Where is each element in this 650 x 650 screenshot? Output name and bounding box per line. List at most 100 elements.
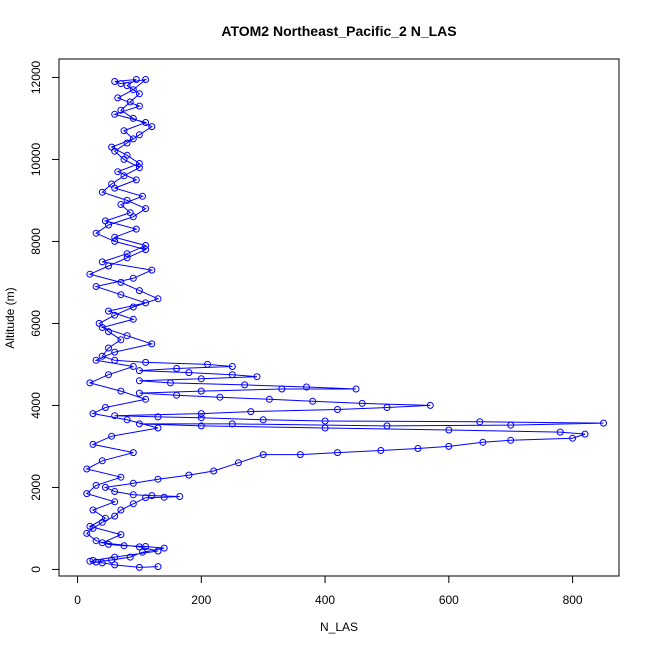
data-point xyxy=(123,332,131,340)
data-point xyxy=(142,242,150,249)
data-point xyxy=(142,395,150,403)
data-point xyxy=(111,78,119,85)
data-point xyxy=(117,291,125,299)
data-point xyxy=(303,383,310,391)
data-point xyxy=(358,399,366,407)
y-tick-label: 4000 xyxy=(29,392,43,419)
data-point xyxy=(383,404,391,411)
data-point xyxy=(426,401,434,409)
y-tick-label: 8000 xyxy=(29,228,43,255)
data-point xyxy=(135,563,143,571)
data-point xyxy=(135,377,143,385)
data-point xyxy=(105,307,112,315)
data-point xyxy=(117,106,125,114)
data-point xyxy=(86,379,94,387)
data-point xyxy=(259,451,267,459)
data-point xyxy=(89,410,97,418)
data-point xyxy=(98,258,106,266)
data-point xyxy=(321,417,329,425)
x-axis-label: N_LAS xyxy=(320,620,358,634)
data-point xyxy=(148,340,156,348)
data-point xyxy=(101,217,109,225)
data-point xyxy=(111,488,119,495)
x-tick-label: 600 xyxy=(439,593,459,607)
data-point xyxy=(111,512,119,520)
data-point xyxy=(414,445,422,452)
data-point xyxy=(309,397,317,405)
data-point xyxy=(556,428,564,436)
data-point xyxy=(111,184,119,192)
data-point xyxy=(135,367,143,375)
data-point xyxy=(445,442,453,450)
data-point xyxy=(117,278,125,286)
data-point xyxy=(210,467,218,475)
data-point xyxy=(296,451,304,459)
data-point xyxy=(148,123,156,131)
data-point xyxy=(135,160,143,167)
data-point xyxy=(117,387,125,395)
data-point xyxy=(114,168,122,176)
data-point xyxy=(148,492,156,500)
data-point xyxy=(135,131,143,139)
data-point xyxy=(132,176,140,184)
data-point xyxy=(111,412,119,420)
data-point xyxy=(383,422,391,430)
data-point xyxy=(129,303,137,311)
data-point xyxy=(154,424,162,432)
data-point xyxy=(92,229,100,237)
data-point xyxy=(117,80,125,88)
data-point xyxy=(197,387,205,395)
data-point xyxy=(142,299,150,307)
data-point xyxy=(569,434,577,442)
data-point xyxy=(89,556,97,564)
data-point xyxy=(83,490,91,498)
data-point xyxy=(117,506,125,514)
data-point xyxy=(86,270,94,278)
y-tick-label: 2000 xyxy=(29,474,43,501)
data-point xyxy=(129,114,137,122)
data-point xyxy=(111,233,119,241)
data-point xyxy=(228,420,236,428)
data-point xyxy=(265,395,273,403)
data-point xyxy=(142,119,150,126)
data-point xyxy=(135,389,143,397)
data-point xyxy=(83,529,91,537)
data-point xyxy=(98,539,106,547)
data-point xyxy=(197,410,205,418)
data-point xyxy=(129,135,137,143)
data-point xyxy=(98,352,106,360)
data-point xyxy=(154,475,162,483)
x-tick-label: 0 xyxy=(74,593,81,607)
data-point xyxy=(111,498,119,506)
data-point xyxy=(142,76,150,83)
y-tick-label: 10000 xyxy=(29,142,43,176)
x-axis: 0 200 400 600 800 xyxy=(74,575,583,607)
data-point xyxy=(117,531,125,539)
data-point xyxy=(92,283,100,290)
data-point xyxy=(173,365,181,372)
data-point xyxy=(132,225,140,233)
data-point xyxy=(120,542,128,550)
data-point xyxy=(98,188,106,196)
data-point xyxy=(111,311,119,319)
data-point xyxy=(139,548,146,556)
data-point xyxy=(445,426,453,434)
data-point xyxy=(135,164,143,172)
data-point xyxy=(377,447,385,454)
data-point xyxy=(123,254,131,262)
series-line xyxy=(85,78,604,568)
data-point xyxy=(86,522,94,530)
data-point xyxy=(154,563,162,571)
data-point xyxy=(92,537,100,545)
data-point xyxy=(259,416,267,424)
data-point xyxy=(89,506,97,514)
data-point xyxy=(166,379,174,387)
data-point xyxy=(142,246,150,254)
data-point xyxy=(111,237,119,245)
data-point xyxy=(83,465,91,473)
data-point xyxy=(234,459,242,467)
data-point xyxy=(117,201,125,208)
data-point xyxy=(101,514,109,522)
data-point xyxy=(253,373,261,381)
